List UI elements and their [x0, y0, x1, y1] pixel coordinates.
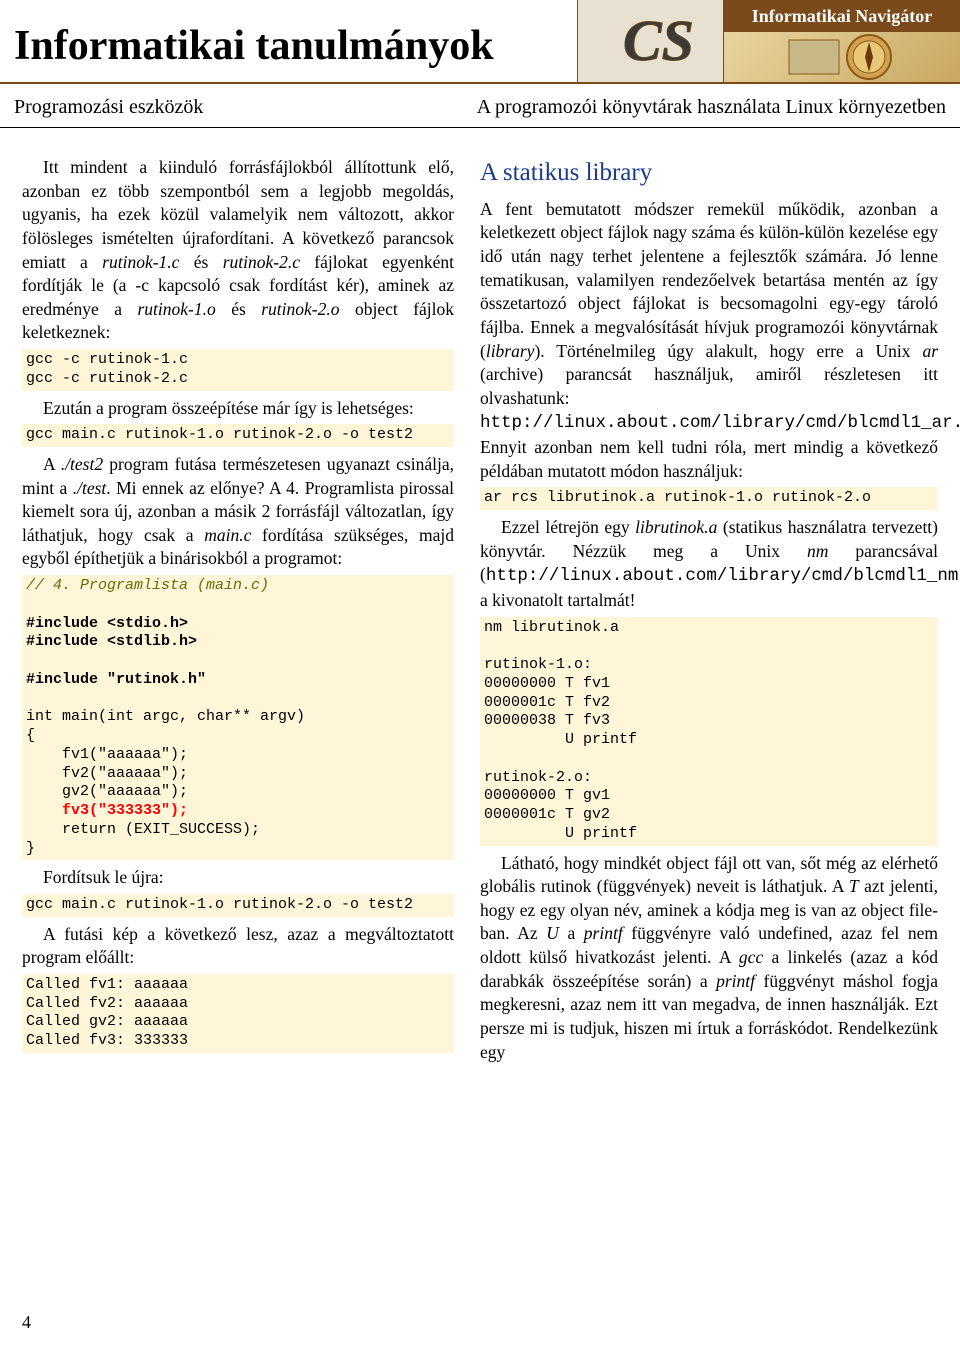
- left-para-5: A futási kép a következő lesz, azaz a me…: [22, 923, 454, 970]
- page-number: 4: [22, 1310, 31, 1334]
- header-banner: Informatikai tanulmányok CS Informatikai…: [0, 0, 960, 84]
- svg-text:CS: CS: [623, 8, 694, 73]
- left-para-4: Fordítsuk le újra:: [22, 866, 454, 890]
- code-block-5: Called fv1: aaaaaa Called fv2: aaaaaa Ca…: [22, 974, 454, 1053]
- content-columns: Itt mindent a kiinduló forrásfájlokból á…: [0, 128, 960, 1068]
- cs-logo: CS: [577, 0, 723, 82]
- right-column: A statikus library A fent bemutatott mód…: [480, 156, 938, 1068]
- left-para-1: Itt mindent a kiinduló forrásfájlokból á…: [22, 156, 454, 345]
- header-right: CS Informatikai Navigátor: [577, 0, 960, 82]
- navigator-art: [724, 32, 960, 82]
- code-block-ar: ar rcs librutinok.a rutinok-1.o rutinok-…: [480, 487, 938, 510]
- left-column: Itt mindent a kiinduló forrásfájlokból á…: [22, 156, 454, 1068]
- right-para-1: A fent bemutatott módszer remekül működi…: [480, 198, 938, 484]
- code-block-4: gcc main.c rutinok-1.o rutinok-2.o -o te…: [22, 894, 454, 917]
- section-title-static-library: A statikus library: [480, 156, 938, 190]
- subheader-right: A programozói könyvtárak használata Linu…: [203, 94, 946, 121]
- left-para-2: Ezután a program összeépítése már így is…: [22, 397, 454, 421]
- code-block-2: gcc main.c rutinok-1.o rutinok-2.o -o te…: [22, 424, 454, 447]
- code-block-1: gcc -c rutinok-1.c gcc -c rutinok-2.c: [22, 349, 454, 391]
- subheader-left: Programozási eszközök: [14, 94, 203, 121]
- code-block-3: // 4. Programlista (main.c) #include <st…: [22, 575, 454, 860]
- navigator-title: Informatikai Navigátor: [724, 0, 960, 32]
- left-para-3: A ./test2 program futása természetesen u…: [22, 453, 454, 571]
- sub-header: Programozási eszközök A programozói köny…: [0, 84, 960, 128]
- main-title: Informatikai tanulmányok: [0, 0, 577, 82]
- code-block-nm: nm librutinok.a rutinok-1.o: 00000000 T …: [480, 617, 938, 846]
- navigator-box: Informatikai Navigátor: [723, 0, 960, 82]
- right-para-3: Látható, hogy mindkét object fájl ott va…: [480, 852, 938, 1065]
- right-para-2: Ezzel létrejön egy librutinok.a (statiku…: [480, 516, 938, 613]
